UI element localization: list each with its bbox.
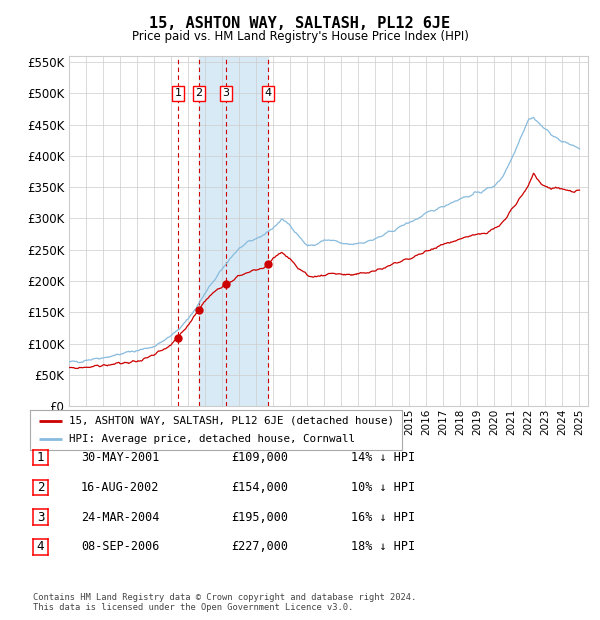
Text: £109,000: £109,000 — [231, 451, 288, 464]
Text: 30-MAY-2001: 30-MAY-2001 — [81, 451, 160, 464]
Text: 2: 2 — [195, 88, 202, 99]
Text: £195,000: £195,000 — [231, 511, 288, 523]
Text: HPI: Average price, detached house, Cornwall: HPI: Average price, detached house, Corn… — [69, 434, 355, 444]
Text: Price paid vs. HM Land Registry's House Price Index (HPI): Price paid vs. HM Land Registry's House … — [131, 30, 469, 43]
Text: 14% ↓ HPI: 14% ↓ HPI — [351, 451, 415, 464]
Text: 16-AUG-2002: 16-AUG-2002 — [81, 481, 160, 494]
Text: 3: 3 — [37, 511, 44, 523]
Text: Contains HM Land Registry data © Crown copyright and database right 2024.
This d: Contains HM Land Registry data © Crown c… — [33, 593, 416, 612]
Bar — [199, 56, 268, 406]
Text: 3: 3 — [223, 88, 230, 99]
Text: 1: 1 — [37, 451, 44, 464]
Text: 08-SEP-2006: 08-SEP-2006 — [81, 541, 160, 553]
Text: £154,000: £154,000 — [231, 481, 288, 494]
Text: 16% ↓ HPI: 16% ↓ HPI — [351, 511, 415, 523]
Text: 1: 1 — [175, 88, 182, 99]
Text: 2: 2 — [37, 481, 44, 494]
Text: 15, ASHTON WAY, SALTASH, PL12 6JE: 15, ASHTON WAY, SALTASH, PL12 6JE — [149, 16, 451, 31]
Text: 18% ↓ HPI: 18% ↓ HPI — [351, 541, 415, 553]
Text: £227,000: £227,000 — [231, 541, 288, 553]
Text: 4: 4 — [265, 88, 271, 99]
Text: 24-MAR-2004: 24-MAR-2004 — [81, 511, 160, 523]
Text: 10% ↓ HPI: 10% ↓ HPI — [351, 481, 415, 494]
Text: 4: 4 — [37, 541, 44, 553]
Text: 15, ASHTON WAY, SALTASH, PL12 6JE (detached house): 15, ASHTON WAY, SALTASH, PL12 6JE (detac… — [69, 416, 394, 426]
